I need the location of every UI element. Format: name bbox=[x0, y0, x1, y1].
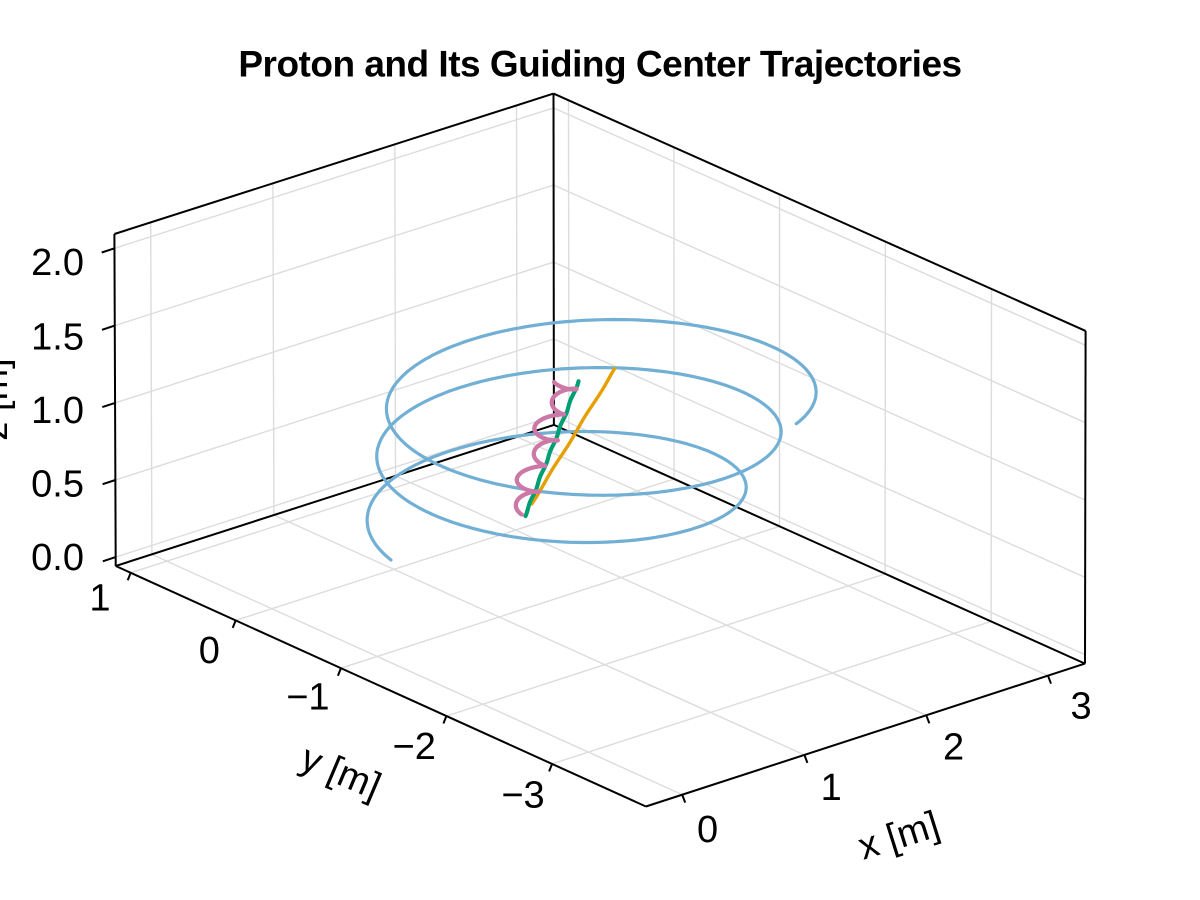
svg-text:−2: −2 bbox=[393, 726, 436, 768]
svg-text:Proton and Its Guiding Center: Proton and Its Guiding Center Trajectori… bbox=[238, 44, 961, 85]
svg-text:2.0: 2.0 bbox=[31, 242, 84, 284]
svg-text:0: 0 bbox=[697, 809, 718, 851]
svg-text:0.0: 0.0 bbox=[31, 537, 84, 579]
svg-text:z [m]: z [m] bbox=[0, 358, 16, 440]
svg-text:1.0: 1.0 bbox=[31, 390, 84, 432]
svg-text:1: 1 bbox=[89, 578, 110, 620]
svg-text:0.5: 0.5 bbox=[31, 464, 84, 506]
svg-text:−3: −3 bbox=[501, 774, 544, 816]
svg-text:1.5: 1.5 bbox=[31, 317, 84, 359]
svg-text:2: 2 bbox=[943, 727, 964, 769]
svg-text:3: 3 bbox=[1071, 686, 1092, 728]
svg-text:1: 1 bbox=[821, 767, 842, 809]
svg-text:−1: −1 bbox=[286, 677, 329, 719]
svg-text:0: 0 bbox=[199, 630, 220, 672]
